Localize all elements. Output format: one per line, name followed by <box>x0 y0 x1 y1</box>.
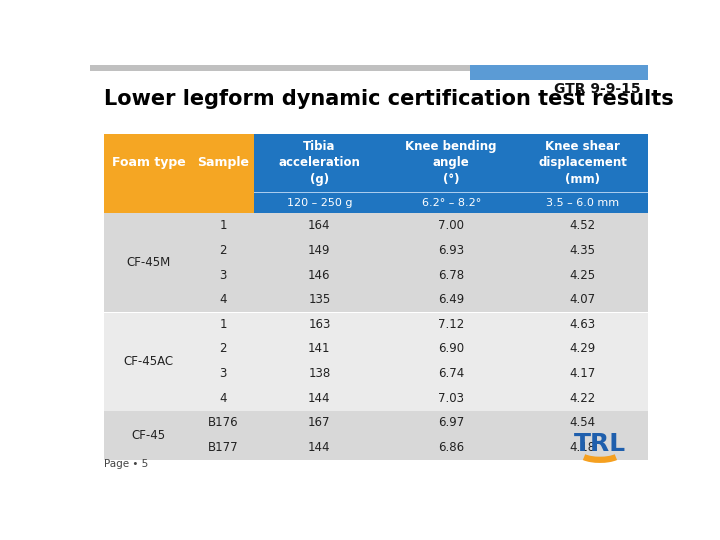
Bar <box>104 410 648 435</box>
Text: B176: B176 <box>208 416 238 429</box>
Bar <box>104 287 648 312</box>
Text: GTR 9-9-15: GTR 9-9-15 <box>554 82 640 96</box>
Text: 6.49: 6.49 <box>438 293 464 306</box>
Text: Page • 5: Page • 5 <box>104 459 148 469</box>
Text: 4: 4 <box>220 293 227 306</box>
Text: CF-45M: CF-45M <box>127 256 171 269</box>
Text: 4.35: 4.35 <box>570 244 595 257</box>
Text: 144: 144 <box>308 441 330 454</box>
Bar <box>253 192 385 193</box>
Text: 4.07: 4.07 <box>570 293 595 306</box>
Text: 4.18: 4.18 <box>570 441 595 454</box>
Text: 4.25: 4.25 <box>570 268 595 281</box>
Text: Sample: Sample <box>197 157 249 170</box>
Bar <box>385 134 517 213</box>
Text: CF-45: CF-45 <box>132 429 166 442</box>
Text: B177: B177 <box>208 441 238 454</box>
Bar <box>469 65 648 80</box>
Text: 6.93: 6.93 <box>438 244 464 257</box>
Text: 2: 2 <box>220 342 227 355</box>
Text: 3.5 – 6.0 mm: 3.5 – 6.0 mm <box>546 198 619 207</box>
Text: TRL: TRL <box>574 431 626 456</box>
Text: 4.63: 4.63 <box>570 318 595 331</box>
Bar <box>104 386 648 410</box>
Text: 6.78: 6.78 <box>438 268 464 281</box>
Bar <box>104 213 648 238</box>
Bar <box>104 238 648 262</box>
Bar <box>385 192 517 193</box>
Text: 6.74: 6.74 <box>438 367 464 380</box>
Bar <box>104 336 648 361</box>
Bar <box>104 361 648 386</box>
Text: 4.22: 4.22 <box>570 392 595 404</box>
Text: 4: 4 <box>220 392 227 404</box>
Text: Knee bending
angle
(°): Knee bending angle (°) <box>405 140 497 186</box>
Text: 120 – 250 g: 120 – 250 g <box>287 198 352 207</box>
Text: 4.54: 4.54 <box>570 416 595 429</box>
Bar <box>253 134 385 213</box>
Text: 144: 144 <box>308 392 330 404</box>
Text: 146: 146 <box>308 268 330 281</box>
Bar <box>104 312 648 336</box>
Bar <box>104 435 648 460</box>
Text: Knee shear
displacement
(mm): Knee shear displacement (mm) <box>538 140 627 186</box>
Text: 6.86: 6.86 <box>438 441 464 454</box>
Text: 2: 2 <box>220 244 227 257</box>
Text: 6.90: 6.90 <box>438 342 464 355</box>
Text: 3: 3 <box>220 367 227 380</box>
Text: 4.52: 4.52 <box>570 219 595 232</box>
Text: 164: 164 <box>308 219 330 232</box>
Bar <box>104 312 648 313</box>
Bar <box>90 65 648 71</box>
Text: 167: 167 <box>308 416 330 429</box>
Text: 163: 163 <box>308 318 330 331</box>
Text: 4.29: 4.29 <box>570 342 595 355</box>
Text: 6.97: 6.97 <box>438 416 464 429</box>
Text: Foam type: Foam type <box>112 157 185 170</box>
Text: 141: 141 <box>308 342 330 355</box>
Bar <box>104 410 648 411</box>
Bar <box>104 262 648 287</box>
Text: 7.00: 7.00 <box>438 219 464 232</box>
Text: 1: 1 <box>220 219 227 232</box>
Text: 149: 149 <box>308 244 330 257</box>
Text: Tibia
acceleration
(g): Tibia acceleration (g) <box>279 140 360 186</box>
Text: 1: 1 <box>220 318 227 331</box>
Text: CF-45AC: CF-45AC <box>123 355 174 368</box>
Text: 7.03: 7.03 <box>438 392 464 404</box>
Text: 135: 135 <box>308 293 330 306</box>
Bar <box>517 192 648 193</box>
Text: 138: 138 <box>308 367 330 380</box>
Text: 3: 3 <box>220 268 227 281</box>
Text: 6.2° – 8.2°: 6.2° – 8.2° <box>421 198 481 207</box>
Bar <box>517 134 648 213</box>
Text: 4.17: 4.17 <box>570 367 595 380</box>
Text: 7.12: 7.12 <box>438 318 464 331</box>
Bar <box>104 134 253 213</box>
Text: Lower legform dynamic certification test results: Lower legform dynamic certification test… <box>104 90 674 110</box>
